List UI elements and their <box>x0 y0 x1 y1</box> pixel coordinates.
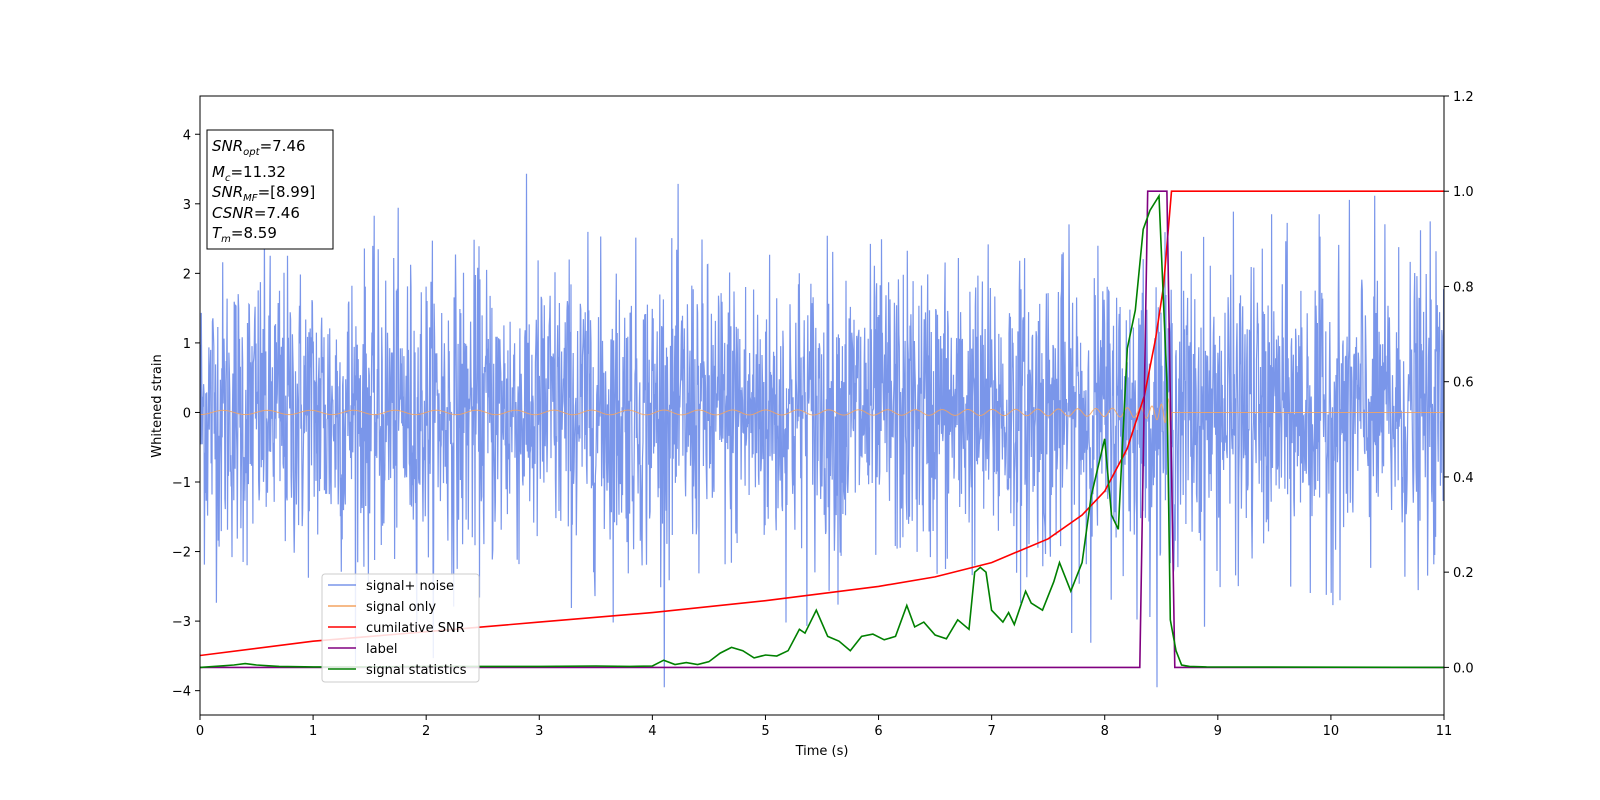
x-tick-label: 1 <box>309 724 317 739</box>
x-tick-label: 9 <box>1214 724 1222 739</box>
y-left-tick-label: 2 <box>183 267 191 282</box>
legend-label-label: label <box>366 642 397 657</box>
legend: signal+ noise signal only cumilative SNR… <box>321 573 480 683</box>
y-left-tick-label: 3 <box>183 198 191 213</box>
annotation-mc: Mc=11.32 <box>212 163 286 184</box>
y-right-tick-label: 0.4 <box>1453 471 1474 486</box>
plot-frame <box>199 95 1445 716</box>
series-layer <box>200 173 1444 688</box>
x-tick-label: 4 <box>648 724 656 739</box>
legend-label-cumulative-snr: cumilative SNR <box>366 621 465 636</box>
series-signal-noise <box>200 173 1444 688</box>
annotation-snr-opt: SNRopt=7.46 <box>212 137 306 158</box>
x-tick-label: 2 <box>422 724 430 739</box>
x-tick-label: 11 <box>1436 724 1453 739</box>
y-right-tick-label: 0.8 <box>1453 280 1474 295</box>
x-tick-label: 6 <box>874 724 882 739</box>
legend-label-signal-only: signal only <box>366 600 436 615</box>
annotation-csnr: CSNR=7.46 <box>212 204 300 222</box>
y-left-tick-label: 4 <box>183 128 191 143</box>
y-left-tick-label: −1 <box>172 476 191 491</box>
x-tick-label: 10 <box>1323 724 1340 739</box>
y-left-tick-label: 1 <box>183 337 191 352</box>
y-left-tick-label: −4 <box>172 685 191 700</box>
y-right-tick-label: 0.0 <box>1453 661 1474 676</box>
y-left-tick-label: −3 <box>172 615 191 630</box>
legend-label-signal-statistics: signal statistics <box>366 663 467 678</box>
y-right-tick-label: 0.6 <box>1453 376 1474 391</box>
series-signal-only <box>200 397 1444 436</box>
y-right-tick-label: 0.2 <box>1453 566 1474 581</box>
y-axis-label: Whitened strain <box>150 354 165 457</box>
axes-layer: 0 1 2 3 4 5 6 7 8 9 10 11 −4 −3 −2 −1 0 1 2 3 4 0.0 0.2 0.4 0.6 0… <box>172 90 1474 739</box>
y-left-tick-label: −2 <box>172 546 191 561</box>
y-right-tick-label: 1.0 <box>1453 185 1474 200</box>
y-left-tick-label: 0 <box>183 406 191 421</box>
x-tick-label: 3 <box>535 724 543 739</box>
annotation-tm: Tm=8.59 <box>212 224 277 245</box>
y-right-tick-label: 1.2 <box>1453 90 1474 105</box>
annotation-snr-mf: SNRMF=[8.99] <box>212 183 315 204</box>
x-tick-label: 7 <box>987 724 995 739</box>
x-tick-label: 5 <box>761 724 769 739</box>
legend-label-signal-noise: signal+ noise <box>366 579 454 594</box>
x-tick-label: 0 <box>196 724 204 739</box>
series-signal-statistics <box>200 193 1444 669</box>
x-tick-label: 8 <box>1101 724 1109 739</box>
annotation-box: SNRopt=7.46 Mc=11.32 SNRMF=[8.99] CSNR=7… <box>206 129 334 250</box>
x-axis-label: Time (s) <box>795 744 849 759</box>
series-cumulative-snr <box>200 190 1444 657</box>
